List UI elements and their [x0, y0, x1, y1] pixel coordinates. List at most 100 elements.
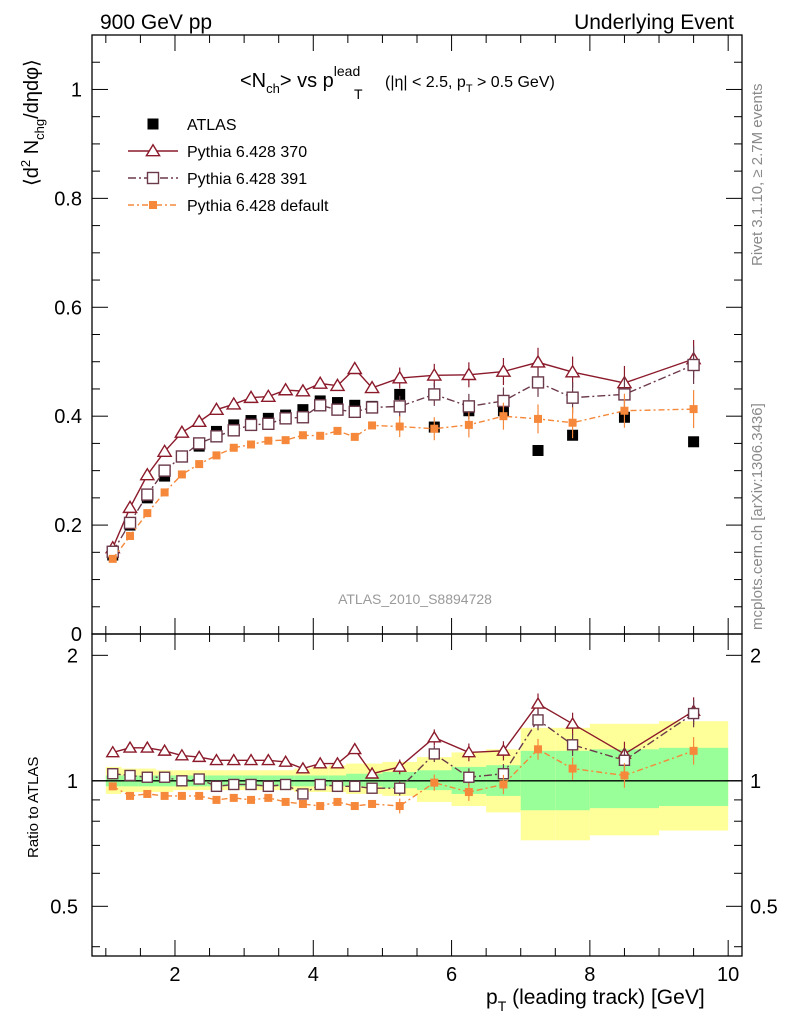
data-point	[123, 516, 137, 530]
data-point	[348, 405, 361, 419]
ratio-point	[530, 696, 546, 709]
data-point	[620, 406, 629, 415]
ratio-point	[496, 743, 511, 756]
ratio-point	[195, 791, 204, 800]
data-point	[689, 405, 698, 414]
ratio-point	[158, 771, 171, 783]
data-point	[391, 370, 408, 384]
ratio-point	[262, 780, 275, 793]
ratio-point	[105, 745, 120, 758]
ratio-point	[534, 745, 543, 754]
data-point	[141, 488, 154, 501]
ratio-point	[295, 761, 311, 774]
data-point	[312, 375, 329, 389]
ratio-point	[427, 730, 442, 743]
data-point	[395, 422, 404, 431]
ratio-point	[126, 791, 135, 800]
main-y-tick-label: 1	[71, 79, 82, 101]
data-point	[279, 412, 292, 425]
data-point	[227, 424, 240, 437]
ratio-point	[347, 742, 363, 755]
rivet-label: Rivet 3.1.10, ≥ 2.7M events	[749, 84, 766, 267]
ratio-point	[226, 753, 241, 766]
ratio-point	[264, 793, 273, 802]
data-point	[126, 531, 135, 540]
ratio-y-tick-label-right: 1	[750, 771, 761, 793]
data-point	[295, 383, 311, 397]
data-point	[296, 411, 310, 424]
data-point	[247, 440, 256, 449]
ratio-series-default	[108, 737, 698, 814]
ratio-series-layer	[105, 693, 701, 814]
data-point	[688, 436, 700, 448]
ratio-point	[330, 756, 345, 769]
ratio-point	[333, 797, 342, 806]
ratio-point	[312, 756, 328, 769]
header-left: 900 GeV pp	[100, 11, 212, 34]
ratio-point	[566, 739, 579, 751]
data-point	[262, 417, 275, 431]
ratio-panel: 0.5 0.5 1 1 2 2 2 4 6 8 10 Ratio to ATLAS pT (lead…	[25, 633, 778, 1014]
series-line-default	[112, 408, 694, 560]
data-point	[331, 397, 343, 409]
data-point	[430, 424, 439, 433]
ratio-point	[565, 716, 580, 729]
data-point	[264, 436, 273, 445]
analysis-watermark: ATLAS_2010_S8894728	[338, 591, 492, 607]
ratio-point	[176, 775, 188, 787]
data-point	[143, 509, 152, 518]
main-axis-ticks: 0 0.2 0.4 0.6 0.8 1	[54, 34, 742, 646]
main-series-layer	[104, 340, 702, 563]
x-axis-label: pT (leading track) [GeV]	[486, 986, 705, 1014]
ratio-frame	[91, 633, 743, 957]
data-point	[225, 396, 242, 410]
ratio-point	[364, 766, 380, 779]
ratio-point	[243, 753, 259, 766]
ratio-axis-ticks: 0.5 0.5 1 1 2 2 2 4 6 8 10	[50, 634, 778, 986]
main-y-tick-label: 0.2	[54, 515, 82, 537]
mcplots-label: mcplots.cern.ch [arXiv:1306.3436]	[749, 403, 766, 630]
data-point	[316, 431, 325, 440]
data-point	[313, 399, 327, 412]
ratio-point	[366, 782, 378, 794]
main-y-tick-label: 0.4	[54, 406, 82, 428]
data-point	[531, 376, 545, 389]
data-point	[364, 380, 380, 394]
ratio-point	[247, 795, 256, 804]
series-tune370	[104, 340, 702, 554]
data-point	[564, 364, 581, 378]
ratio-point	[143, 789, 152, 798]
data-point	[195, 460, 204, 469]
data-point	[192, 437, 206, 450]
ratio-point	[499, 780, 508, 789]
data-point	[158, 464, 171, 477]
data-point	[108, 554, 117, 563]
legend: ATLAS Pythia 6.428 370 Pythia 6.428 391 Pyt…	[128, 117, 329, 215]
data-point	[394, 388, 406, 400]
ratio-point	[368, 799, 377, 808]
data-point	[368, 421, 377, 430]
ratio-point	[124, 769, 136, 782]
ratio-y-tick-label-right: 2	[750, 645, 761, 667]
ratio-point	[281, 797, 290, 806]
x-tick-label: 8	[584, 964, 595, 986]
ratio-point	[297, 788, 309, 800]
ratio-point	[461, 745, 477, 758]
ratio-point	[392, 759, 407, 772]
data-point	[329, 378, 346, 392]
x-tick-label: 10	[717, 964, 739, 986]
ratio-point	[177, 791, 186, 800]
data-point	[333, 426, 342, 435]
ratio-point	[316, 802, 325, 811]
ratio-point	[209, 753, 224, 766]
ratio-point	[568, 764, 577, 773]
ratio-point	[107, 768, 119, 780]
data-point	[568, 418, 577, 427]
x-tick-label: 6	[446, 964, 457, 986]
data-point	[393, 400, 406, 413]
ratio-point	[210, 780, 223, 793]
legend-marker	[145, 143, 161, 157]
ratio-point	[532, 714, 544, 726]
chart-title: <Nch> vs plead T(|η| < 2.5, pT > 0.5 GeV)	[240, 63, 555, 102]
